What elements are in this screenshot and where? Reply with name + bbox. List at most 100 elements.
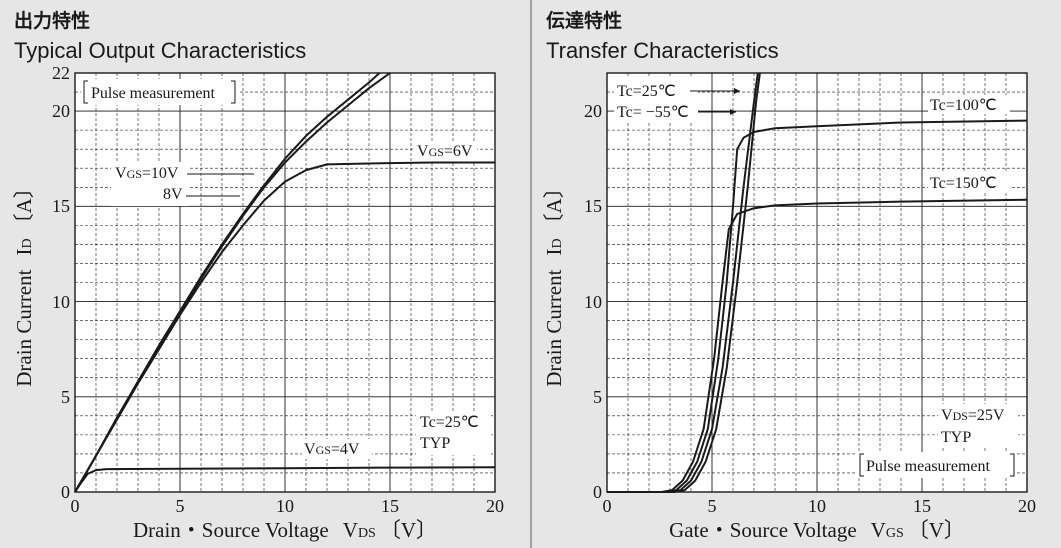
pulse-note-brackets <box>859 453 1015 477</box>
plot-frame <box>74 72 496 493</box>
typ-note: TYP <box>420 435 450 452</box>
y-tick-label: 0 <box>61 482 70 502</box>
tc25-label: Tc=25℃ <box>617 83 676 100</box>
x-tick-label: 20 <box>486 496 504 516</box>
x-axis-symbol: V <box>343 518 358 542</box>
chart-title: Typical Output Characteristics <box>14 38 306 63</box>
x-tick-label: 10 <box>276 496 294 516</box>
vgs6-sub: GS <box>429 145 444 159</box>
x-tick-label: 5 <box>176 496 185 516</box>
vgs4-label: VGS=4V <box>304 441 360 458</box>
tc55-arrowhead <box>730 109 736 115</box>
y-axis-label-text: Drain Current <box>542 269 566 386</box>
vgs4-sub: GS <box>316 443 331 457</box>
vgs4-value: =4V <box>331 441 360 458</box>
tc55-label: Tc= −55℃ <box>617 104 689 121</box>
y-tick-label: 15 <box>52 196 70 216</box>
y-tick-labels: 0 5 10 15 20 22 <box>52 63 70 502</box>
y-axis-subscript: D <box>20 238 35 248</box>
x-axis-label: Gate・Source Voltage VGS 〔V〕 <box>669 518 965 542</box>
pulse-note: Pulse measurement <box>866 458 991 475</box>
series-line-3 <box>74 466 496 493</box>
chart-title-jp: 伝達特性 <box>546 9 622 32</box>
x-axis-symbol: V <box>871 518 886 542</box>
y-tick-label: 20 <box>584 101 602 121</box>
pulse-note-bg <box>857 452 1017 478</box>
y-axis-symbol: I <box>12 249 36 256</box>
y-tick-label: 5 <box>61 387 70 407</box>
chart-title: Transfer Characteristics <box>546 38 779 63</box>
vgs6-label-bg <box>415 141 477 161</box>
x-tick-label: 20 <box>1018 496 1036 516</box>
tc100-label: Tc=100℃ <box>930 97 997 114</box>
series-line-1 <box>607 72 761 493</box>
vds-prefix: V <box>941 407 953 424</box>
vgs10-label: VGS=10V <box>115 165 179 182</box>
x-axis-subscript: DS <box>358 526 376 541</box>
vgs10-prefix: V <box>115 165 127 182</box>
tc150-label: Tc=150℃ <box>930 175 997 192</box>
tc-legend-bg <box>614 78 698 122</box>
grid <box>75 73 495 492</box>
x-tick-label: 15 <box>381 496 399 516</box>
tc-note-bg <box>416 411 491 455</box>
vgs8-label: 8V <box>163 186 183 203</box>
vds-note-bg <box>938 404 1018 448</box>
y-tick-label: 10 <box>52 292 70 312</box>
pulse-note-bg <box>81 79 238 105</box>
tc25-arrowhead <box>734 88 740 94</box>
tc150-label-bg <box>928 173 1010 192</box>
vgs10-value: =10V <box>142 165 179 182</box>
y-axis-label: Drain Current ID 〔A〕 <box>12 177 36 387</box>
vgs4-prefix: V <box>304 441 316 458</box>
y-axis-unit: 〔A〕 <box>12 177 36 234</box>
x-axis-label-text: Drain・Source Voltage <box>133 518 329 542</box>
y-tick-labels: 0 5 10 15 20 <box>584 101 602 502</box>
y-axis-label-text: Drain Current <box>12 269 36 386</box>
output-characteristics-panel: 出力特性 Typical Output Characteristics 0 5 … <box>12 9 504 542</box>
x-tick-label: 5 <box>708 496 717 516</box>
y-axis-subscript: D <box>550 238 565 248</box>
x-tick-label: 10 <box>808 496 826 516</box>
vgs6-prefix: V <box>417 143 429 160</box>
vgs-label-bg <box>111 162 189 206</box>
vgs10-sub: GS <box>127 167 142 181</box>
transfer-characteristics-panel: 伝達特性 Transfer Characteristics 0 5 10 15 … <box>542 9 1036 542</box>
curves <box>607 72 1028 493</box>
series-line-2 <box>607 119 1028 493</box>
typ-note: TYP <box>941 429 971 446</box>
series-line-2 <box>74 161 495 493</box>
vds-value: =25V <box>968 407 1005 424</box>
y-tick-label: 5 <box>593 387 602 407</box>
y-axis-label: Drain Current ID 〔A〕 <box>542 177 566 387</box>
curves <box>74 72 496 493</box>
chart-title-jp: 出力特性 <box>14 9 90 32</box>
y-tick-label: 0 <box>593 482 602 502</box>
x-tick-label: 15 <box>913 496 931 516</box>
x-tick-label: 0 <box>71 496 80 516</box>
x-axis-unit: 〔V〕 <box>908 518 965 542</box>
x-axis-subscript: GS <box>886 526 904 541</box>
y-tick-label: 15 <box>584 196 602 216</box>
series-line-3 <box>607 198 1028 493</box>
x-tick-labels: 0 5 10 15 20 <box>603 496 1037 516</box>
vgs6-value: =6V <box>444 143 473 160</box>
x-tick-labels: 0 5 10 15 20 <box>71 496 505 516</box>
vds-sub: DS <box>953 409 968 423</box>
y-tick-label: 10 <box>584 292 602 312</box>
y-tick-label: 20 <box>52 101 70 121</box>
x-axis-label: Drain・Source Voltage VDS 〔V〕 <box>133 518 437 542</box>
vgs4-label-bg <box>302 439 372 459</box>
pulse-note-brackets <box>83 80 236 104</box>
grid <box>607 73 1027 492</box>
y-axis-symbol: I <box>542 249 566 256</box>
tc100-label-bg <box>928 95 1010 114</box>
vds-note: VDS=25V <box>941 407 1005 424</box>
plot-frame <box>606 72 1028 493</box>
x-tick-label: 0 <box>603 496 612 516</box>
tc-note: Tc=25℃ <box>420 414 479 431</box>
y-axis-unit: 〔A〕 <box>542 177 566 234</box>
x-axis-label-text: Gate・Source Voltage <box>669 518 857 542</box>
